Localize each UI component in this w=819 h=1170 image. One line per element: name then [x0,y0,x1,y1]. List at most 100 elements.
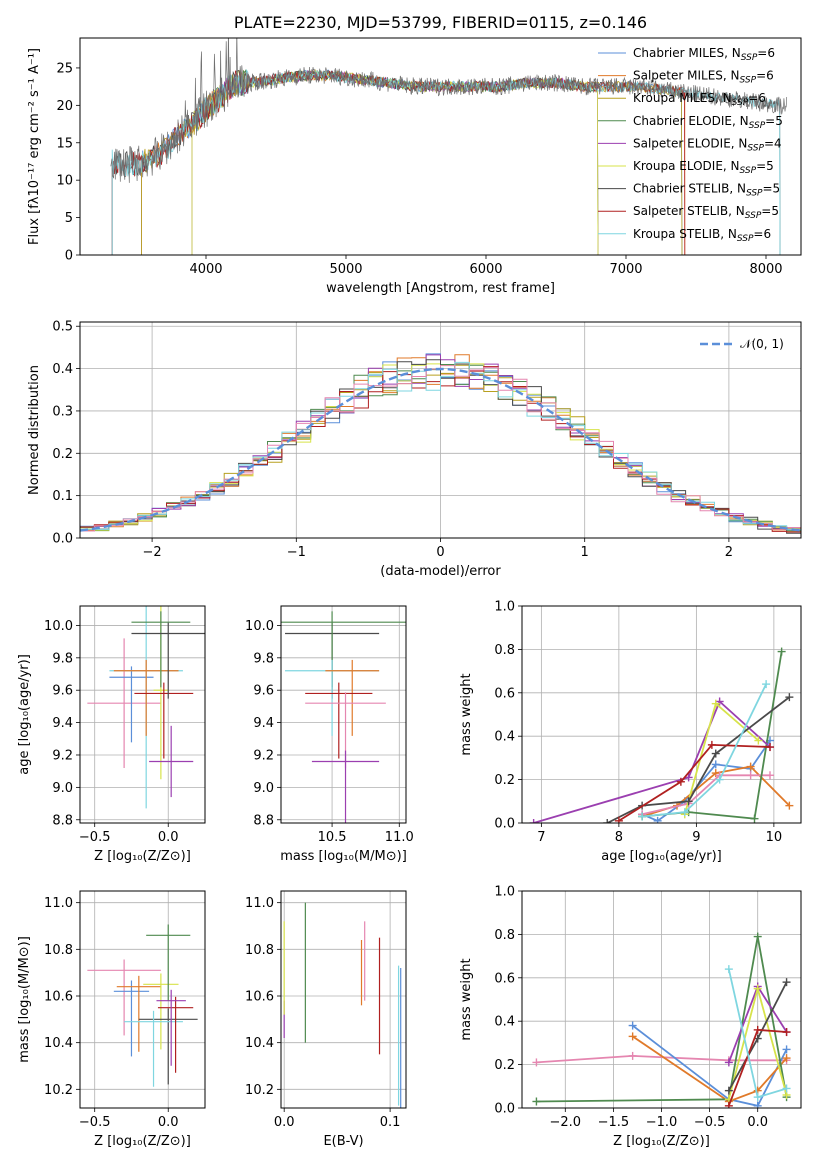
legend-entry: Salpeter STELIB, NSSP=5 [633,204,779,221]
axes-frame [280,890,407,1109]
y-tick-label: 9.6 [253,684,274,699]
histograms [80,353,801,534]
x-axis-label: Z [log₁₀(Z/Z⊙)] [613,1134,710,1149]
y-tick-label: 9.8 [52,651,73,666]
y-tick-label: 0.2 [494,773,515,788]
legend-entry: Chabrier MILES, NSSP=6 [633,46,775,63]
panel-mass_vs_Z: −0.5 0.0 10.2 10.4 10.6 10.8 11.0 Z [log₁₀(Z/Z⊙… [17,890,206,1149]
panel-age_vs_mass: 10.5 11.0 8.8 9.0 9.2 9.4 9.6 9.8 10.0 mass [log₁… [245,605,414,864]
x-tick-label: 5000 [329,262,362,277]
y-tick-label: 9.6 [52,684,73,699]
panel-age_vs_Z: −0.5 0.0 8.8 9.0 9.2 9.4 9.6 9.8 10.0 Z [log₁₀(Z/… [17,605,206,864]
x-tick-label: 6000 [469,262,502,277]
errorbars [281,611,406,823]
panel-spectrum: 4000 5000 6000 7000 8000 0 5 10 15 20 25 Chabrier M… [27,13,802,296]
y-axis-label: mass weight [459,673,474,755]
legend-entry: Salpeter MILES, NSSP=6 [633,69,774,86]
legend-entry: Chabrier STELIB, NSSP=5 [633,182,780,199]
x-axis-label: Z [log₁₀(Z/Z⊙)] [94,849,191,864]
axes-frame [79,890,206,1109]
x-tick-label: −0.5 [694,1115,726,1130]
spectrum-lines [110,38,788,255]
weight-line [536,1054,787,1064]
model-spectrum-line [191,70,599,255]
x-tick-label: −2.0 [550,1115,582,1130]
model-spectrum-line [191,69,599,255]
axes-frame [521,890,802,1109]
x-axis-label: wavelength [Angstrom, rest frame] [326,281,555,296]
y-tick-label: 9.4 [52,716,73,731]
weight-line [533,699,771,823]
y-tick-label: 0.0 [494,817,515,832]
y-tick-label: 0.0 [494,1102,515,1117]
axes-frame [79,321,802,539]
legend-entry: Chabrier ELODIE, NSSP=5 [633,114,783,131]
x-tick-label: 0.0 [274,1115,295,1130]
errorbars [87,606,205,809]
weight-line [632,1024,788,1107]
panel-residuals: −2 −1 0 1 2 0.0 0.1 0.2 0.3 0.4 0.5 𝒩(0, 1) (data-mo… [27,320,802,579]
model-spectrum-line [191,68,599,255]
weight-line [641,739,771,822]
y-axis-label: Flux [fλ10⁻¹⁷ erg cm⁻² s⁻¹ A⁻¹] [27,48,42,245]
y-tick-label: 9.2 [52,748,73,763]
legend-entry: Kroupa STELIB, NSSP=6 [633,227,771,244]
y-axis-label: age [log₁₀(age/yr)] [17,654,32,775]
y-tick-label: 11.0 [245,896,274,911]
x-tick-label: 4000 [189,262,222,277]
weight-line [536,936,788,1103]
y-tick-label: 10.0 [245,619,274,634]
x-tick-label: 7000 [609,262,642,277]
legend-entry: Kroupa MILES, NSSP=6 [633,91,766,108]
y-tick-label: 15 [56,136,73,151]
x-tick-label: 9 [692,830,700,845]
x-tick-label: 1 [581,545,589,560]
y-tick-label: 0.1 [52,489,73,504]
x-tick-label: 7 [537,830,545,845]
x-tick-label: 0.0 [158,830,179,845]
x-tick-label: −0.5 [79,1115,111,1130]
x-tick-label: 0.0 [747,1115,768,1130]
y-tick-label: 0 [65,249,73,264]
errorbars [283,902,402,1108]
histogram-step [80,354,801,532]
x-tick-label: 10.5 [318,830,347,845]
y-tick-label: 10.6 [245,990,274,1005]
y-axis-label: Normed distribution [27,365,42,495]
y-tick-label: 0.4 [494,730,515,745]
normal-curve [80,367,801,532]
errorbars [87,924,198,1087]
y-axis-label: mass weight [459,958,474,1040]
y-tick-label: 1.0 [494,885,515,900]
panel-weight_vs_Z: −2.0 −1.5 −1.0 −0.5 0.0 0.0 0.2 0.4 0.6 0.8 1.0 Z [… [459,885,802,1149]
y-tick-label: 8.8 [253,813,274,828]
x-tick-label: 8 [615,830,623,845]
y-tick-label: 10.0 [44,619,73,634]
axes-frame [79,37,802,256]
y-tick-label: 0.8 [494,928,515,943]
legend-entry: Salpeter ELODIE, NSSP=4 [633,136,782,153]
x-tick-label: 0.0 [158,1115,179,1130]
axes-frame [280,605,407,824]
y-tick-label: 20 [56,99,73,114]
x-tick-label: −1.5 [598,1115,630,1130]
y-tick-label: 10.4 [44,1036,73,1051]
x-axis-label: (data-model)/error [380,564,501,579]
x-axis-label: Z [log₁₀(Z/Z⊙)] [94,1134,191,1149]
x-tick-label: 8000 [749,262,782,277]
x-tick-label: 2 [725,545,733,560]
y-tick-label: 9.0 [52,781,73,796]
x-tick-label: 0.1 [380,1115,401,1130]
panel-mass_vs_ebv: 0.0 0.1 10.2 10.4 10.6 10.8 11.0 E(B-V) [245,890,407,1149]
y-tick-label: 11.0 [44,896,73,911]
y-tick-label: 1.0 [494,600,515,615]
y-tick-label: 0.4 [52,362,73,377]
axes-frame [521,605,802,824]
y-tick-label: 10.8 [245,943,274,958]
y-tick-label: 5 [65,211,73,226]
y-tick-label: 0.6 [494,971,515,986]
weight-line [618,743,771,822]
y-tick-label: 0.2 [52,447,73,462]
x-axis-label: E(B-V) [323,1134,363,1149]
